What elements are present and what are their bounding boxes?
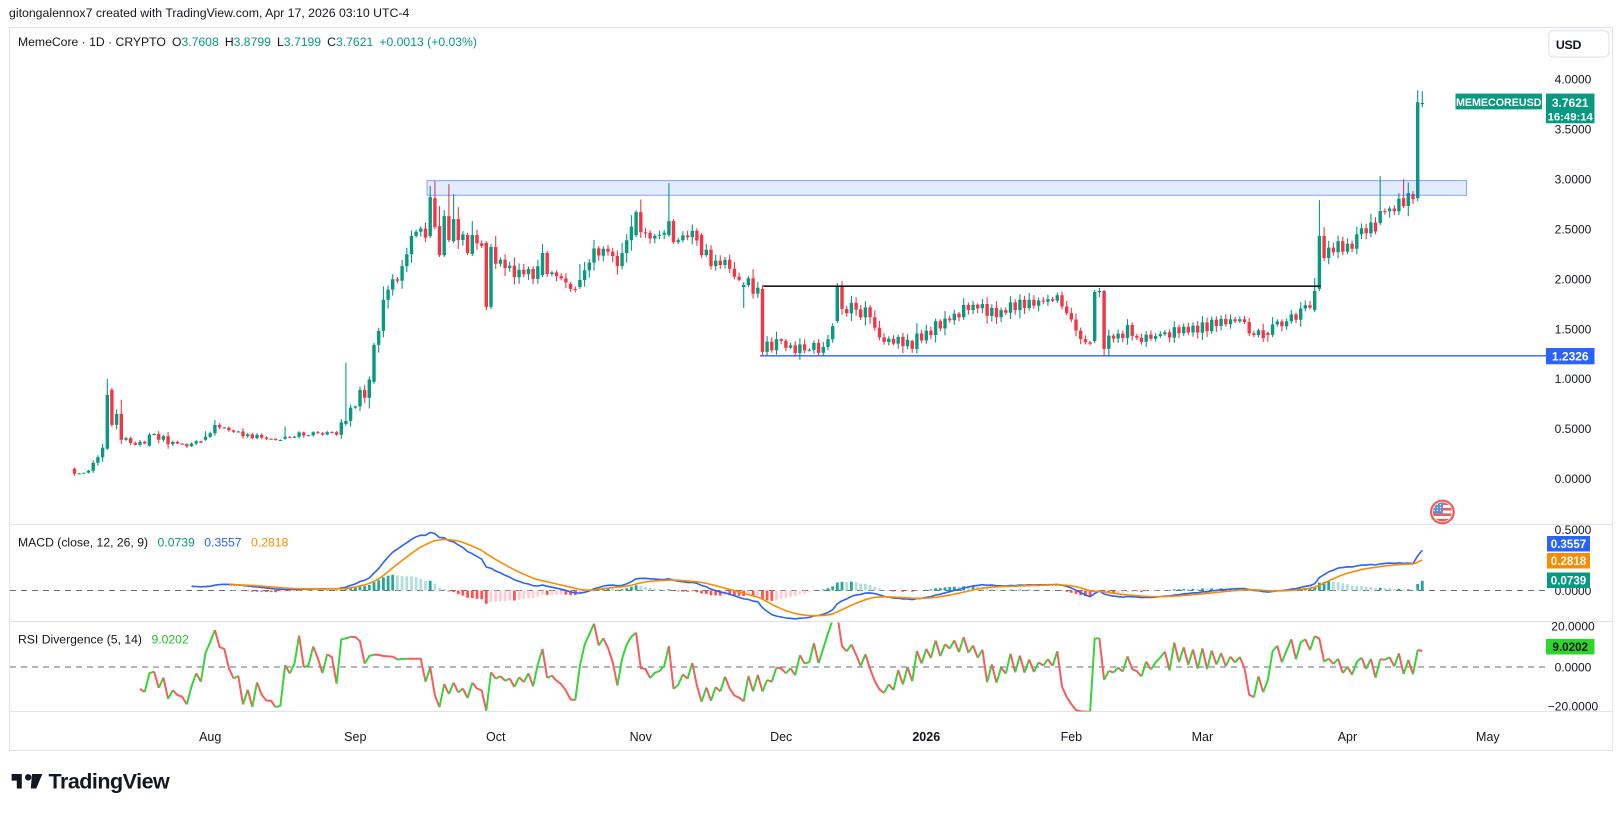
svg-text:9.0202: 9.0202 bbox=[1553, 641, 1588, 654]
svg-text:0.5000: 0.5000 bbox=[1555, 422, 1592, 436]
svg-text:3.0000: 3.0000 bbox=[1555, 172, 1592, 186]
svg-text:1.5000: 1.5000 bbox=[1555, 322, 1592, 336]
svg-text:MACD (close, 12, 26, 9) 0.073: MACD (close, 12, 26, 9) 0.0739 0.3557 0.… bbox=[18, 536, 289, 550]
svg-text:3.7621: 3.7621 bbox=[1552, 96, 1589, 110]
svg-text:Mar: Mar bbox=[1192, 730, 1214, 744]
svg-text:1.0000: 1.0000 bbox=[1555, 372, 1592, 386]
svg-text:0.3557: 0.3557 bbox=[1551, 538, 1586, 551]
svg-text:0.5000: 0.5000 bbox=[1555, 523, 1592, 537]
svg-text:−20.0000: −20.0000 bbox=[1548, 699, 1599, 713]
svg-text:0.2818: 0.2818 bbox=[1551, 555, 1587, 568]
svg-text:MEMECOREUSD: MEMECOREUSD bbox=[1456, 97, 1542, 109]
svg-text:USD: USD bbox=[1556, 38, 1582, 52]
svg-text:2026: 2026 bbox=[912, 730, 940, 744]
svg-text:MemeCore · 1D · CRYPTO O3.7608: MemeCore · 1D · CRYPTO O3.7608 H3.8799 L… bbox=[18, 35, 477, 49]
svg-text:Aug: Aug bbox=[199, 730, 221, 744]
svg-text:TradingView: TradingView bbox=[49, 770, 171, 794]
svg-text:20.0000: 20.0000 bbox=[1551, 619, 1595, 633]
svg-text:Oct: Oct bbox=[486, 730, 506, 744]
svg-text:0.0000: 0.0000 bbox=[1555, 660, 1592, 674]
svg-text:0.0739: 0.0739 bbox=[1551, 574, 1587, 587]
svg-text:Apr: Apr bbox=[1338, 730, 1357, 744]
svg-text:May: May bbox=[1476, 730, 1500, 744]
svg-text:2.5000: 2.5000 bbox=[1555, 222, 1592, 236]
svg-text:16:49:14: 16:49:14 bbox=[1548, 111, 1594, 123]
svg-text:Nov: Nov bbox=[630, 730, 653, 744]
svg-text:0.0000: 0.0000 bbox=[1555, 472, 1592, 486]
svg-text:Sep: Sep bbox=[344, 730, 366, 744]
svg-text:4.0000: 4.0000 bbox=[1555, 73, 1592, 87]
svg-text:RSI Divergence (5, 14) 9.0202: RSI Divergence (5, 14) 9.0202 bbox=[18, 633, 189, 647]
svg-text:Dec: Dec bbox=[770, 730, 792, 744]
svg-text:1.2326: 1.2326 bbox=[1552, 349, 1589, 363]
svg-text:Feb: Feb bbox=[1061, 730, 1083, 744]
svg-text:gitongalennox7 created with Tr: gitongalennox7 created with TradingView.… bbox=[9, 6, 410, 20]
svg-text:2.0000: 2.0000 bbox=[1555, 272, 1592, 286]
svg-text:3.5000: 3.5000 bbox=[1555, 122, 1592, 136]
